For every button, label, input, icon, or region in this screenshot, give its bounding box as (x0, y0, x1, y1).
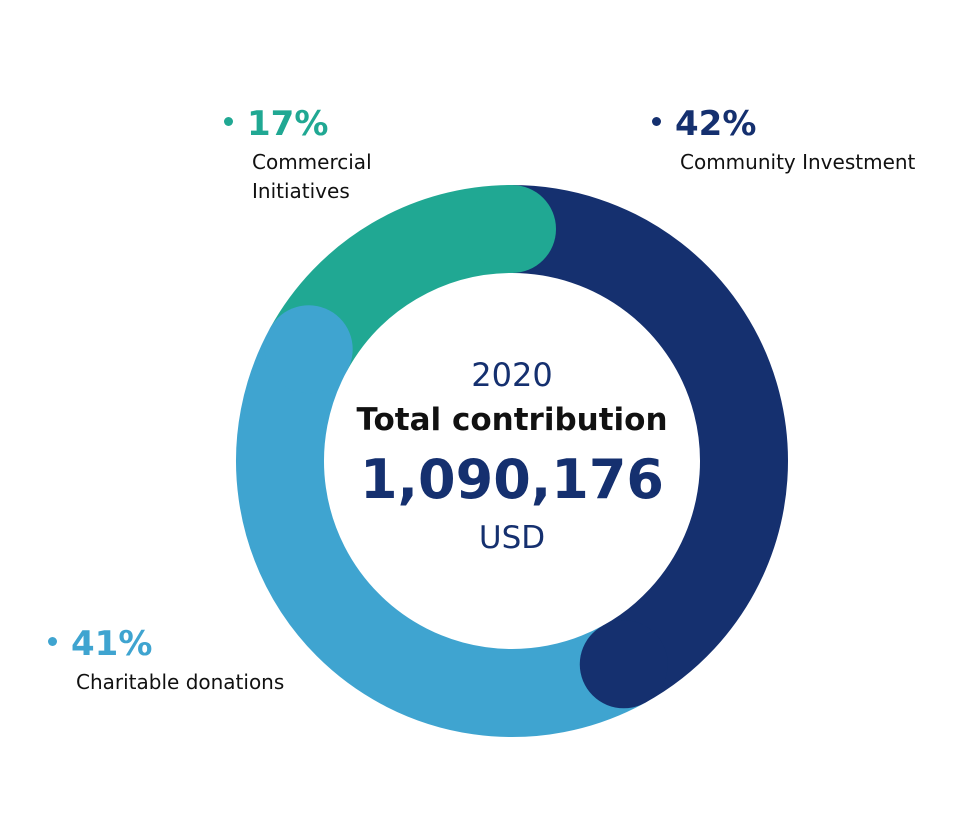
legend-label: Community Investment (680, 150, 916, 174)
legend-dot (224, 117, 233, 126)
legend-label: Commercial Initiatives (252, 150, 372, 203)
segment-label: 41% Charitable donations (48, 624, 284, 697)
legend-dot (48, 637, 57, 646)
center-year: 2020 (471, 356, 553, 394)
center-unit: USD (478, 520, 546, 556)
segment-percent: 41% (48, 624, 284, 664)
segment-percent: 17% (224, 104, 402, 144)
segment-cap (264, 305, 353, 394)
center-total: 1,090,176 (359, 448, 665, 511)
legend-dot (652, 117, 661, 126)
segment-percent: 42% (652, 104, 915, 144)
value-label: 41% (71, 624, 153, 664)
donut-segment (236, 328, 645, 737)
segment-label: 42% Community Investment (652, 104, 915, 177)
legend-label: Charitable donations (76, 670, 285, 694)
donut-segment (511, 185, 788, 703)
value-label: 42% (675, 104, 757, 144)
value-label: 17% (247, 104, 329, 144)
segment-label: 17% Commercial Initiatives (224, 104, 402, 206)
center-title: Total contribution (356, 402, 668, 438)
segment-cap (468, 185, 556, 273)
segment-cap (579, 620, 668, 709)
